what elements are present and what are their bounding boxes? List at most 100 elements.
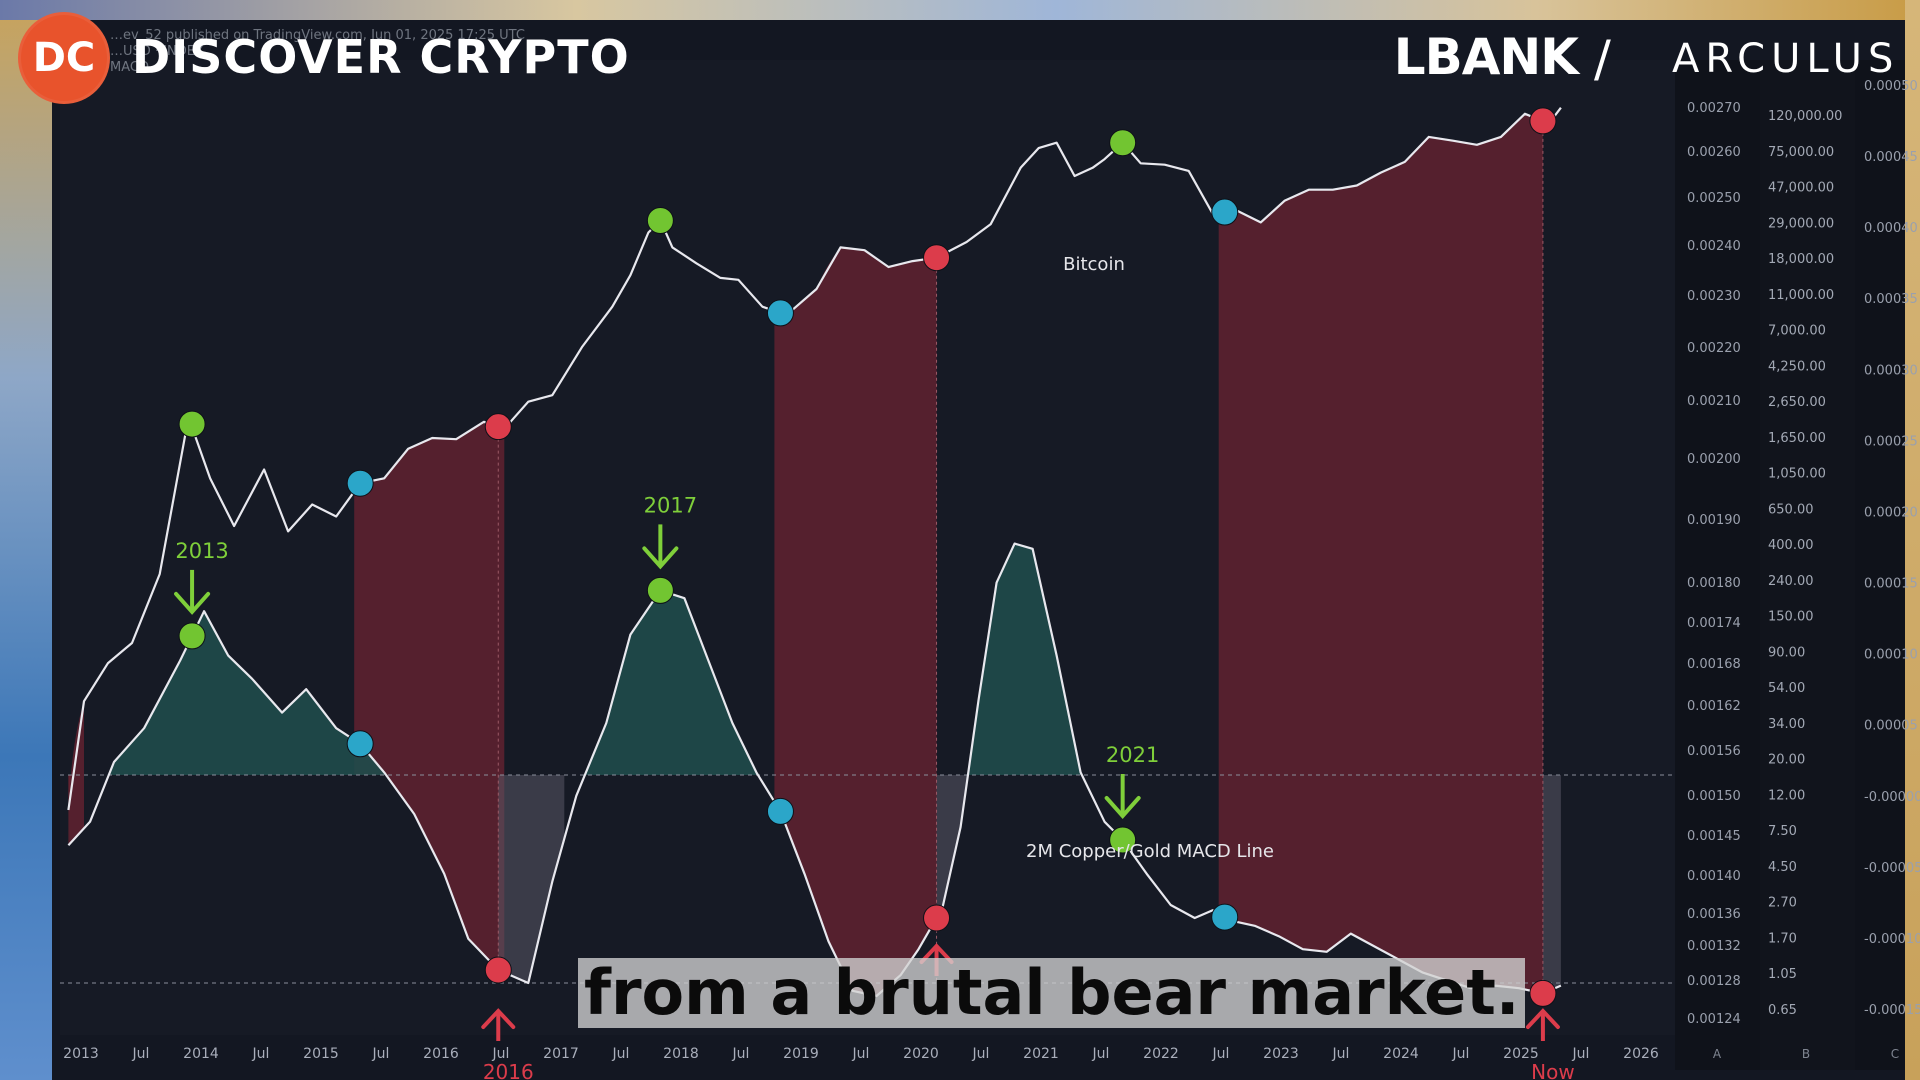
bitcoin-line (67, 107, 1562, 811)
macd-axis-label: -0.00000 (1864, 790, 1920, 805)
bear-region-4 (1218, 114, 1543, 775)
bitcoin-axis-label: 29,000.00 (1768, 216, 1834, 231)
copper-gold-axis-label: 0.00220 (1687, 341, 1741, 356)
x-tick-label: Jul (1212, 1046, 1230, 1062)
bitcoin-marker-red-3 (484, 413, 512, 441)
bitcoin-axis-label: 12.00 (1768, 788, 1805, 803)
copper-gold-axis-label: 0.00168 (1687, 657, 1741, 672)
macd-recovery-fill-3 (1542, 775, 1561, 994)
channel-title: DISCOVER CRYPTO (132, 30, 630, 84)
macd-recovery-fill-2 (936, 775, 985, 918)
macd-axis-label: -0.00010 (1864, 932, 1920, 947)
x-tick-label: Jul (252, 1046, 270, 1062)
x-tick-label: 2024 (1383, 1046, 1419, 1062)
bitcoin-axis-label: 34.00 (1768, 717, 1805, 732)
arrow-down-head-2 (642, 546, 679, 570)
copper-gold-axis-label: 0.00210 (1687, 394, 1741, 409)
bitcoin-axis-label: 75,000.00 (1768, 145, 1834, 160)
sponsor-separator: / (1594, 30, 1611, 88)
bitcoin-marker-green-4 (646, 207, 674, 235)
arrow-down-head-1 (174, 591, 211, 615)
x-tick-label: 2018 (663, 1046, 699, 1062)
macd-marker-green-16 (1109, 826, 1137, 854)
bitcoin-axis-label: 54.00 (1768, 681, 1805, 696)
bitcoin-axis-label: 18,000.00 (1768, 252, 1834, 267)
macd-marker-red-12 (484, 956, 512, 984)
x-tick-label: Jul (492, 1046, 510, 1062)
sponsor-arculus-logo: ARCULUS (1672, 36, 1900, 82)
macd-axis-label: 0.00010 (1864, 648, 1918, 663)
x-tick-label: Jul (1092, 1046, 1110, 1062)
x-tick-label: 2021 (1023, 1046, 1059, 1062)
macd-axis-label: 0.00005 (1864, 719, 1918, 734)
copper-gold-axis-label: 0.00260 (1687, 145, 1741, 160)
x-tick-label: Jul (1572, 1046, 1590, 1062)
bitcoin-marker-cyan-8 (1211, 198, 1239, 226)
sponsor-lbank-logo: LBANK (1393, 28, 1579, 86)
copper-gold-axis-label: 0.00162 (1687, 699, 1741, 714)
bitcoin-axis-label: 1,650.00 (1768, 431, 1826, 446)
annotation-label-now: Now (1531, 1060, 1575, 1080)
bitcoin-axis-label: 150.00 (1768, 610, 1814, 625)
bitcoin-series-label: Bitcoin (1063, 254, 1125, 275)
bitcoin-axis-label: 20.00 (1768, 753, 1805, 768)
macd-axis-label: 0.00050 (1864, 79, 1918, 94)
bitcoin-axis-label: 2,650.00 (1768, 395, 1826, 410)
x-tick-label: 2019 (783, 1046, 819, 1062)
x-tick-label: 2015 (303, 1046, 339, 1062)
copper-gold-axis-label: 0.00240 (1687, 239, 1741, 254)
bear-region-2 (354, 421, 505, 775)
bitcoin-axis-label: 90.00 (1768, 645, 1805, 660)
x-tick-label: 2023 (1263, 1046, 1299, 1062)
x-tick-label: Jul (1452, 1046, 1470, 1062)
axis-column-3 (1855, 60, 1905, 1070)
annotation-year-2017: 2017 (644, 493, 697, 517)
macd-bear-fill-3 (774, 775, 937, 996)
subtitle-caption: from a brutal bear market. (578, 958, 1526, 1028)
copper-gold-axis-label: 0.00128 (1687, 974, 1741, 989)
x-tick-label: Jul (972, 1046, 990, 1062)
macd-axis-label: 0.00030 (1864, 363, 1918, 378)
macd-series-label: 2M Copper/Gold MACD Line (1026, 841, 1274, 862)
watermark-line-1: …ev_52 published on TradingView.com, Jun… (110, 28, 525, 43)
copper-gold-axis-label: 0.00140 (1687, 869, 1741, 884)
bitcoin-axis-label: 120,000.00 (1768, 109, 1842, 124)
axis-column-2 (1760, 60, 1855, 1070)
bitcoin-axis-label: 47,000.00 (1768, 181, 1834, 196)
x-tick-label: 2016 (423, 1046, 459, 1062)
copper-gold-axis-label: 0.00145 (1687, 829, 1741, 844)
copper-gold-axis-label: 0.00230 (1687, 289, 1741, 304)
macd-axis-label: 0.00020 (1864, 505, 1918, 520)
macd-axis-label: 0.00040 (1864, 221, 1918, 236)
scale-letter-A: A (1713, 1047, 1722, 1061)
x-tick-label: Jul (612, 1046, 630, 1062)
macd-marker-cyan-14 (766, 797, 794, 825)
bitcoin-marker-green-7 (1109, 129, 1137, 157)
macd-axis-label: -0.00005 (1864, 861, 1920, 876)
x-tick-label: 2022 (1143, 1046, 1179, 1062)
x-tick-label: Jul (852, 1046, 870, 1062)
bitcoin-axis-label: 4.50 (1768, 860, 1797, 875)
annotation-year-2013: 2013 (175, 539, 228, 563)
copper-gold-axis-label: 0.00132 (1687, 939, 1741, 954)
bitcoin-marker-red-9 (1529, 107, 1557, 135)
x-tick-label: Jul (732, 1046, 750, 1062)
copper-gold-axis-label: 0.00156 (1687, 744, 1741, 759)
bitcoin-axis-label: 650.00 (1768, 502, 1814, 517)
bitcoin-axis-label: 7.50 (1768, 824, 1797, 839)
annotation-year-2021: 2021 (1106, 743, 1159, 767)
copper-gold-axis-label: 0.00180 (1687, 576, 1741, 591)
copper-gold-axis-label: 0.00174 (1687, 616, 1741, 631)
bear-region-3 (774, 247, 937, 775)
macd-recovery-fill-1 (498, 775, 565, 983)
x-tick-label: 2025 (1503, 1046, 1539, 1062)
macd-axis-label: 0.00045 (1864, 150, 1918, 165)
macd-bull-fill (68, 543, 1561, 775)
macd-bear-fill-1 (68, 775, 85, 846)
x-tick-label: Jul (372, 1046, 390, 1062)
bitcoin-marker-red-6 (923, 244, 951, 272)
arrow-up-head-5 (919, 943, 954, 964)
macd-marker-green-13 (646, 576, 674, 604)
